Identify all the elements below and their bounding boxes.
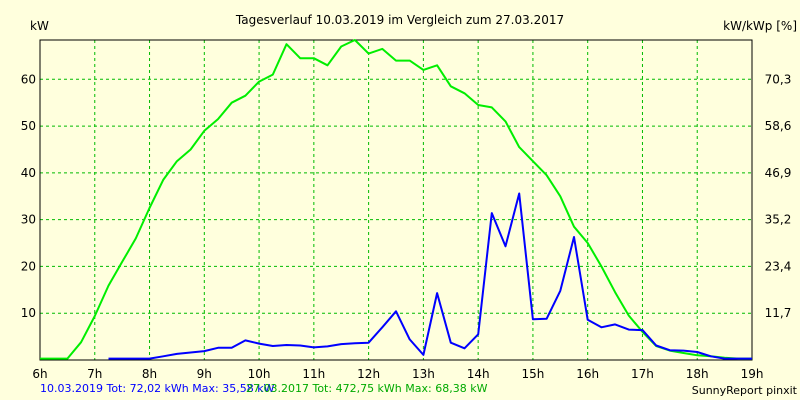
y-tick-label-left: 60 bbox=[21, 72, 36, 86]
y-tick-label-left: 30 bbox=[21, 213, 36, 227]
y-tick-label-left: 20 bbox=[21, 259, 36, 273]
x-tick-label: 18h bbox=[686, 367, 709, 381]
y-tick-label-left: 10 bbox=[21, 306, 36, 320]
chart-title: Tagesverlauf 10.03.2019 im Vergleich zum… bbox=[235, 13, 564, 27]
legend-series-2: 27.03.2017 Tot: 472,75 kWh Max: 68,38 kW bbox=[246, 382, 488, 395]
grid bbox=[40, 40, 752, 360]
series-line-10.03.2019 bbox=[108, 192, 752, 360]
y-tick-label-right: 58,6 bbox=[765, 119, 792, 133]
y-tick-label-right: 70,3 bbox=[765, 72, 792, 86]
x-tick-label: 10h bbox=[248, 367, 271, 381]
plot-frame bbox=[39, 39, 753, 361]
x-tick-label: 15h bbox=[521, 367, 544, 381]
y-tick-label-left: 50 bbox=[21, 119, 36, 133]
x-tick-label: 17h bbox=[631, 367, 654, 381]
x-tick-label: 7h bbox=[87, 367, 102, 381]
y-axis-label-left: kW bbox=[30, 19, 49, 33]
series-lines bbox=[40, 39, 752, 360]
x-tick-label: 8h bbox=[142, 367, 157, 381]
x-tick-label: 9h bbox=[197, 367, 212, 381]
footer-credit: SunnyReport pinxit bbox=[692, 384, 798, 397]
x-tick-label: 14h bbox=[467, 367, 490, 381]
y-tick-label-right: 11,7 bbox=[765, 306, 792, 320]
y-tick-label-left: 40 bbox=[21, 166, 36, 180]
y-tick-label-right: 23,4 bbox=[765, 259, 792, 273]
x-tick-label: 11h bbox=[302, 367, 325, 381]
x-tick-label: 6h bbox=[32, 367, 47, 381]
y-tick-label-right: 46,9 bbox=[765, 166, 792, 180]
x-tick-label: 16h bbox=[576, 367, 599, 381]
y-axis-label-right: kW/kWp [%] bbox=[723, 19, 797, 33]
series-line-27.03.2017 bbox=[40, 39, 752, 360]
x-tick-label: 12h bbox=[357, 367, 380, 381]
x-tick-label: 19h bbox=[741, 367, 764, 381]
y-tick-label-right: 35,2 bbox=[765, 213, 792, 227]
x-tick-label: 13h bbox=[412, 367, 435, 381]
axis-ticks: 6h 7h 8h 9h 10h 11h 12h 13h 14h 15h 16h 17h 18h 19h 10… bbox=[21, 72, 792, 381]
legend-series-1: 10.03.2019 Tot: 72,02 kWh Max: 35,58 kW bbox=[40, 382, 275, 395]
